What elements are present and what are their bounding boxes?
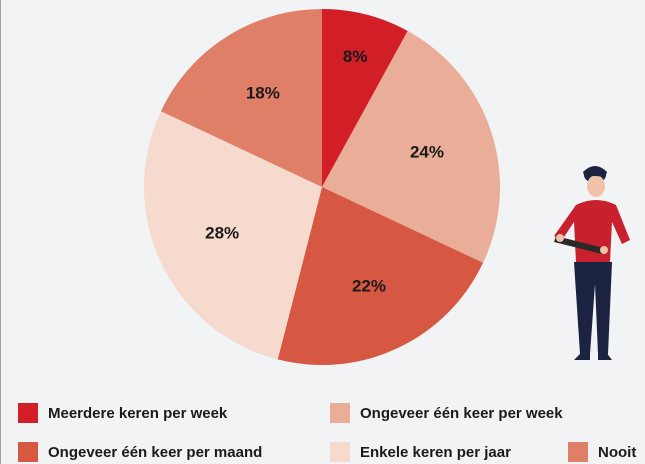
chart: 8% 24% 22% 28% 18% Meerdere keren per week On… bbox=[0, 0, 645, 464]
slice-label: 18% bbox=[246, 83, 280, 102]
slice-label: 22% bbox=[352, 276, 386, 295]
legend-swatch bbox=[18, 442, 38, 462]
legend-label: Nooit bbox=[598, 444, 636, 461]
person-illustration bbox=[554, 166, 630, 360]
slice-label: 24% bbox=[410, 142, 444, 161]
legend-swatch bbox=[568, 442, 588, 462]
pie: 8% 24% 22% 28% 18% bbox=[144, 9, 500, 365]
legend-swatch bbox=[330, 403, 350, 423]
legend-label: Ongeveer één keer per week bbox=[360, 405, 563, 422]
legend-label: Meerdere keren per week bbox=[48, 405, 228, 422]
legend-label: Enkele keren per jaar bbox=[360, 444, 511, 461]
legend: Meerdere keren per week Ongeveer één keer… bbox=[18, 403, 636, 462]
legend-swatch bbox=[330, 442, 350, 462]
legend-label: Ongeveer één keer per maand bbox=[48, 444, 262, 461]
legend-swatch bbox=[18, 403, 38, 423]
slice-label: 8% bbox=[343, 47, 368, 66]
slice-label: 28% bbox=[205, 223, 239, 242]
